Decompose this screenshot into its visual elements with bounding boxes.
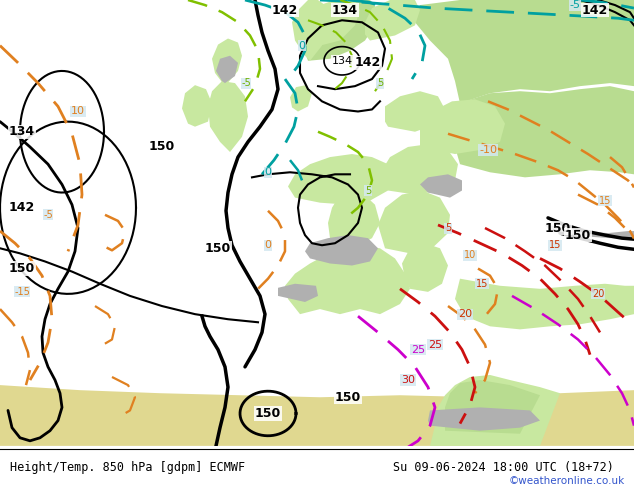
Text: 150: 150 [205, 242, 231, 255]
Text: 150: 150 [255, 407, 281, 420]
Text: 150: 150 [565, 229, 591, 242]
Polygon shape [365, 0, 420, 41]
Polygon shape [182, 85, 212, 127]
Polygon shape [378, 191, 450, 253]
Text: 150: 150 [545, 221, 571, 235]
Text: 15: 15 [598, 196, 611, 206]
Text: 20: 20 [458, 309, 472, 319]
Polygon shape [430, 375, 560, 446]
Polygon shape [0, 385, 634, 446]
Text: 25: 25 [428, 340, 442, 349]
Polygon shape [305, 235, 378, 266]
Polygon shape [310, 0, 360, 46]
Polygon shape [452, 86, 634, 177]
Polygon shape [302, 0, 378, 61]
Text: -5: -5 [241, 78, 251, 88]
Polygon shape [292, 0, 328, 61]
Polygon shape [428, 407, 540, 431]
Text: 30: 30 [401, 375, 415, 385]
Text: 15: 15 [476, 279, 488, 289]
Polygon shape [420, 174, 462, 197]
Text: -5: -5 [569, 0, 581, 10]
Text: 0: 0 [264, 240, 271, 250]
Polygon shape [420, 99, 505, 154]
Polygon shape [385, 91, 445, 132]
Text: 142: 142 [272, 3, 298, 17]
Text: 150: 150 [335, 391, 361, 404]
Polygon shape [278, 284, 318, 302]
Polygon shape [455, 279, 634, 329]
Text: 150: 150 [149, 141, 175, 153]
Text: 5: 5 [377, 78, 383, 88]
Text: 10: 10 [71, 106, 85, 117]
Text: -15: -15 [14, 287, 30, 297]
Text: 10: 10 [464, 250, 476, 260]
Polygon shape [545, 225, 634, 238]
Text: -5: -5 [43, 210, 53, 220]
Polygon shape [328, 188, 380, 248]
Polygon shape [445, 380, 540, 434]
Text: 0: 0 [264, 167, 271, 177]
Polygon shape [208, 81, 248, 152]
Polygon shape [285, 245, 410, 314]
Text: -10: -10 [479, 145, 497, 155]
Text: 134: 134 [9, 125, 35, 138]
Polygon shape [382, 144, 458, 195]
Text: 150: 150 [9, 262, 35, 275]
Polygon shape [290, 85, 312, 112]
Text: Height/Temp. 850 hPa [gdpm] ECMWF: Height/Temp. 850 hPa [gdpm] ECMWF [10, 461, 245, 473]
Text: 134: 134 [332, 56, 353, 66]
Polygon shape [415, 0, 634, 103]
Text: Su 09-06-2024 18:00 UTC (18+72): Su 09-06-2024 18:00 UTC (18+72) [393, 461, 614, 473]
Text: 5: 5 [365, 186, 371, 196]
Text: 20: 20 [592, 289, 604, 299]
Polygon shape [216, 56, 238, 83]
Text: 142: 142 [9, 201, 35, 214]
Polygon shape [288, 154, 395, 205]
Text: 5: 5 [445, 223, 451, 233]
Text: 142: 142 [582, 3, 608, 17]
Text: 134: 134 [332, 3, 358, 17]
Polygon shape [402, 243, 448, 292]
Polygon shape [212, 39, 242, 86]
Text: 142: 142 [355, 56, 381, 69]
Text: 15: 15 [549, 240, 561, 250]
Text: 0: 0 [299, 41, 306, 50]
Text: ©weatheronline.co.uk: ©weatheronline.co.uk [508, 476, 624, 487]
Text: 25: 25 [411, 344, 425, 355]
